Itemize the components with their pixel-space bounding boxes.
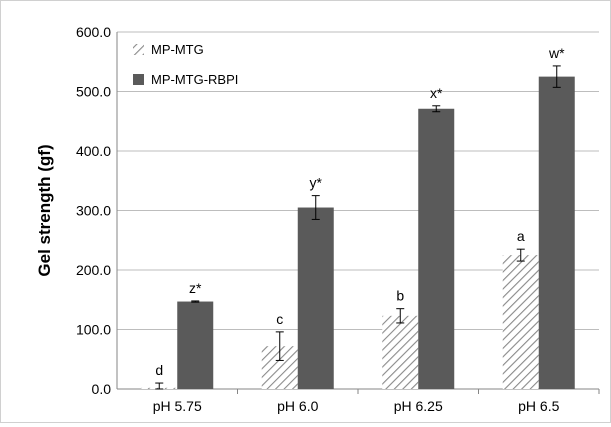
legend-label: MP-MTG-RBPI — [151, 72, 238, 87]
bar-mp-mtg-rbpi — [177, 301, 214, 389]
significance-label: c — [276, 311, 283, 327]
legend-label: MP-MTG — [151, 42, 204, 57]
significance-label: z* — [189, 280, 202, 296]
bar-mp-mtg-rbpi — [297, 207, 334, 389]
y-tick-label: 600.0 — [76, 24, 111, 40]
significance-label: a — [517, 228, 525, 244]
significance-label: y* — [310, 175, 323, 191]
bar-mp-mtg-rbpi — [538, 76, 575, 389]
x-tick-label: pH 6.0 — [277, 398, 318, 414]
significance-label: x* — [430, 85, 443, 101]
y-tick-label: 100.0 — [76, 322, 111, 338]
y-tick-label: 0.0 — [92, 381, 112, 397]
x-tick-label: pH 5.75 — [153, 398, 202, 414]
significance-label: b — [396, 288, 404, 304]
y-axis-title: Gel strength (gf) — [35, 144, 54, 276]
y-tick-label: 400.0 — [76, 143, 111, 159]
x-tick-label: pH 6.25 — [394, 398, 443, 414]
y-tick-label: 200.0 — [76, 262, 111, 278]
bar-mp-mtg-rbpi — [418, 108, 455, 389]
y-tick-label: 500.0 — [76, 84, 111, 100]
y-tick-label: 300.0 — [76, 203, 111, 219]
x-tick-label: pH 6.5 — [518, 398, 559, 414]
significance-label: w* — [548, 45, 565, 61]
legend-swatch — [133, 44, 144, 55]
bar-mp-mtg — [382, 315, 419, 389]
legend-swatch — [133, 74, 144, 85]
significance-label: d — [155, 362, 163, 378]
bar-mp-mtg — [502, 255, 539, 389]
